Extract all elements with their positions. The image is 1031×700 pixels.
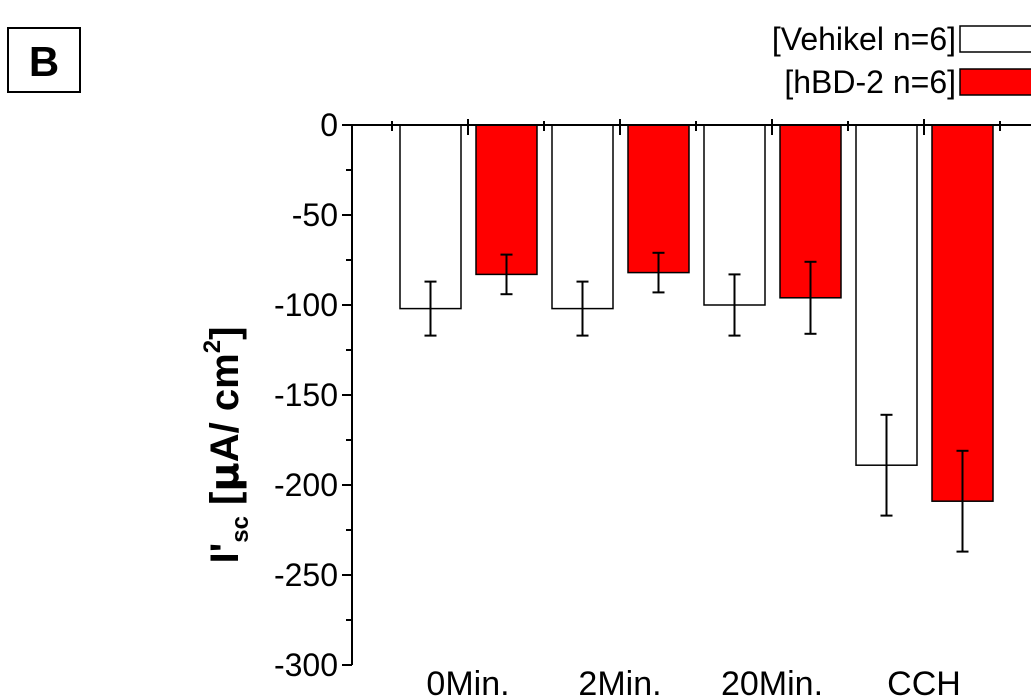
bar-hbd2-3 bbox=[931, 124, 994, 502]
y-axis-label-main: I' bbox=[203, 543, 247, 564]
y-tick-label: 0 bbox=[320, 107, 338, 143]
bar-vehicle-1 bbox=[551, 124, 614, 310]
bar-hbd2-0 bbox=[475, 124, 538, 276]
y-tick-label: -200 bbox=[274, 467, 338, 503]
y-tick-label: -150 bbox=[274, 377, 338, 413]
error-bar-vehicle-3 bbox=[880, 413, 893, 517]
y-axis-label-subscript: sc bbox=[227, 516, 254, 543]
y-axis-label-mu: µ bbox=[202, 462, 248, 491]
y-tick-label: -50 bbox=[292, 197, 338, 233]
x-category-label: 20Min. bbox=[721, 665, 823, 700]
error-bar-vehicle-0 bbox=[424, 280, 437, 337]
legend-label-vehicle: [Vehikel n=6] bbox=[772, 21, 956, 57]
error-bar-vehicle-2 bbox=[728, 273, 741, 337]
y-axis-label-unit-prefix: [ bbox=[203, 492, 247, 516]
y-tick-label: -100 bbox=[274, 287, 338, 323]
panel-label: B bbox=[7, 27, 81, 93]
legend-swatch-vehicle bbox=[959, 25, 1031, 53]
y-tick-label: -300 bbox=[274, 647, 338, 683]
y-axis-label-superscript: 2 bbox=[199, 340, 226, 353]
x-category-label: 2Min. bbox=[578, 665, 661, 700]
y-axis-label-unit-suffix: ] bbox=[203, 327, 247, 340]
legend-swatch-hbd2 bbox=[959, 68, 1031, 96]
y-tick-label: -250 bbox=[274, 557, 338, 593]
y-axis-label-unit: A/ cm bbox=[203, 353, 247, 462]
y-axis-label: I'sc [µA/ cm2] bbox=[199, 327, 254, 564]
error-bar-vehicle-1 bbox=[576, 280, 589, 337]
bar-hbd2-1 bbox=[627, 124, 690, 274]
legend-label-hbd2: [hBD-2 n=6] bbox=[784, 64, 956, 100]
error-bar-hbd2-3 bbox=[956, 449, 969, 553]
error-bar-hbd2-1 bbox=[652, 251, 665, 294]
panel-label-text: B bbox=[29, 38, 59, 85]
bar-vehicle-0 bbox=[399, 124, 462, 310]
plot-area: 0 -50 -100 -150 -200 -250 -300 0Min. 2Min. 20Min.… bbox=[274, 107, 1031, 700]
panel-label-box bbox=[7, 27, 81, 93]
error-bar-hbd2-0 bbox=[500, 253, 513, 296]
legend: [Vehikel n=6] [hBD-2 n=6] bbox=[772, 21, 1031, 100]
error-bar-hbd2-2 bbox=[804, 260, 817, 335]
x-category-label: 0Min. bbox=[426, 665, 509, 700]
x-category-label: CCH bbox=[887, 665, 961, 700]
